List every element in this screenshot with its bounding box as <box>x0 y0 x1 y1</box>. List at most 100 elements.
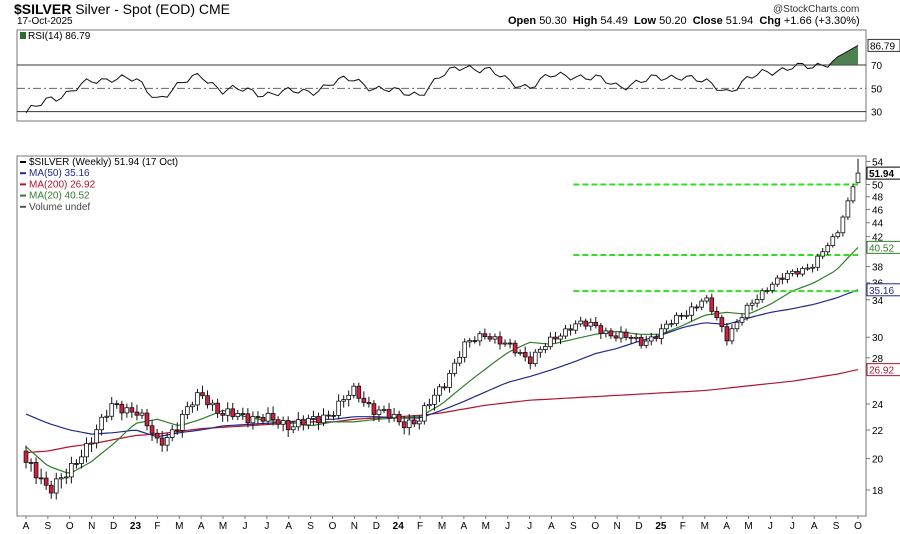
candle-body <box>568 328 573 331</box>
candle-body <box>89 442 94 445</box>
candle-body <box>361 397 367 403</box>
last-value-box <box>866 363 900 377</box>
candle-body <box>48 484 54 494</box>
candle-body <box>391 413 397 419</box>
price-panel-frame <box>16 155 867 517</box>
ma200-line <box>25 369 859 454</box>
last-value-box <box>866 166 900 180</box>
candle-body <box>623 331 629 338</box>
candle-body <box>482 333 488 338</box>
close-label: Close <box>692 15 723 27</box>
candle-body <box>381 409 387 411</box>
candle-body <box>467 340 473 343</box>
rsi-last-value-box <box>867 38 900 52</box>
last-value-box <box>866 240 900 254</box>
low-label: Low <box>634 15 657 27</box>
candle-body <box>719 317 725 328</box>
candle-body <box>830 236 836 246</box>
candle-body <box>497 336 503 345</box>
candle-body <box>124 407 130 414</box>
exchange: CME <box>198 1 231 17</box>
candle-body <box>301 419 306 426</box>
candle-body <box>230 408 236 417</box>
candle-body <box>205 395 210 406</box>
candle-body <box>452 362 457 374</box>
legend-entry: MA(20) 40.52 <box>29 191 90 202</box>
x-tick-label: J <box>790 521 795 532</box>
x-tick-label: 24 <box>393 521 405 532</box>
legend-entry: MA(50) 35.16 <box>29 168 90 179</box>
candle-body <box>351 385 357 396</box>
candle-body <box>512 342 518 354</box>
price-tick-label: 46 <box>872 205 884 216</box>
ma20-line <box>25 246 859 474</box>
candle-body <box>164 437 170 446</box>
candle-body <box>840 216 846 234</box>
rsi-panel-frame <box>16 29 867 122</box>
low-value: 50.20 <box>659 15 687 27</box>
candle-body <box>759 290 765 300</box>
rsi-tick-label: 70 <box>871 61 883 72</box>
candle-body <box>487 336 493 340</box>
candle-body <box>548 336 553 347</box>
x-tick-label: M <box>744 521 752 532</box>
symbol: $SILVER <box>14 1 72 17</box>
candle-body <box>780 277 785 280</box>
candle-body <box>190 404 195 408</box>
x-tick-label: 25 <box>655 521 667 532</box>
candle-body <box>69 463 74 478</box>
candle-body <box>628 336 634 339</box>
x-tick-label: M <box>701 521 709 532</box>
price-tick-label: 22 <box>872 426 884 437</box>
candle-body <box>275 419 281 425</box>
candle-body <box>346 394 352 400</box>
candle-body <box>653 336 659 339</box>
rsi-legend-label: RSI(14) 86.79 <box>28 31 91 42</box>
last-value-label: 40.52 <box>869 243 894 254</box>
candle-body <box>583 320 589 327</box>
candle-body <box>411 419 417 425</box>
candle-body <box>714 310 720 318</box>
candle-body <box>406 419 412 429</box>
candle-body <box>154 432 160 439</box>
candle-body <box>235 413 241 417</box>
candle-body <box>139 412 145 416</box>
candle-body <box>28 461 34 464</box>
candle-body <box>149 425 155 434</box>
candle-body <box>416 420 422 425</box>
candle-body <box>754 299 760 304</box>
candle-body <box>442 386 447 389</box>
candle-body <box>845 200 851 218</box>
candle-body <box>694 306 699 309</box>
x-tick-label: A <box>23 521 30 532</box>
candle-body <box>23 450 29 463</box>
candle-body <box>507 342 513 345</box>
candle-body <box>633 336 639 339</box>
candle-body <box>185 406 190 415</box>
candle-body <box>376 409 382 415</box>
candle-body <box>477 333 483 342</box>
price-tick-label: 50 <box>872 180 884 191</box>
x-tick-label: J <box>242 521 247 532</box>
rsi-tick-label: 50 <box>871 84 883 95</box>
candle-body <box>578 320 583 325</box>
x-tick-label: O <box>854 521 862 532</box>
candle-body <box>200 392 205 397</box>
candle-body <box>43 477 49 486</box>
x-tick-label: M <box>438 521 446 532</box>
candle-body <box>265 412 271 422</box>
candle-body <box>341 399 346 402</box>
rsi-overbought-fill <box>807 45 858 65</box>
candle-body <box>563 328 568 337</box>
candle-body <box>689 306 694 316</box>
x-tick-label: S <box>307 521 314 532</box>
candle-body <box>159 437 165 446</box>
last-value-label: 51.94 <box>869 169 894 180</box>
candle-body <box>815 255 820 268</box>
candle-body <box>764 290 770 292</box>
x-tick-label: J <box>768 521 773 532</box>
candle-body <box>295 419 301 428</box>
x-tick-label: N <box>88 521 95 532</box>
candle-body <box>326 414 331 417</box>
